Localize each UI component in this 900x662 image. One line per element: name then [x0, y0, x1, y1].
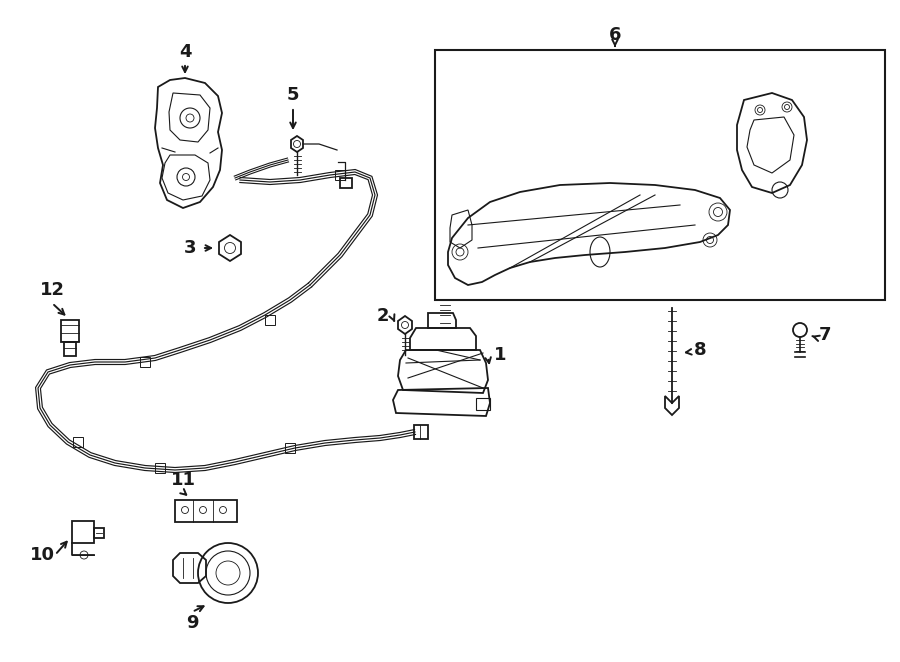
Bar	[73, 437, 83, 447]
Bar	[61, 320, 79, 342]
Text: 8: 8	[694, 341, 706, 359]
Text: 7: 7	[819, 326, 832, 344]
Bar	[64, 342, 76, 356]
Text: 6: 6	[608, 26, 621, 44]
Text: 1: 1	[494, 346, 506, 364]
Bar	[476, 398, 490, 410]
Bar	[94, 528, 104, 538]
Bar	[435, 50, 885, 300]
Text: 10: 10	[30, 546, 55, 564]
Text: 2: 2	[377, 307, 389, 325]
Text: 4: 4	[179, 43, 191, 61]
Bar	[414, 425, 428, 439]
Bar	[140, 357, 150, 367]
Bar	[155, 463, 165, 473]
Bar	[175, 500, 237, 522]
Text: 5: 5	[287, 86, 299, 104]
Bar	[72, 521, 94, 543]
Bar	[285, 443, 295, 453]
Text: 12: 12	[40, 281, 65, 299]
Bar	[340, 178, 352, 188]
Text: 3: 3	[184, 239, 196, 257]
Bar	[265, 315, 275, 325]
Bar	[335, 170, 345, 180]
Text: 9: 9	[185, 614, 198, 632]
Text: 11: 11	[170, 471, 195, 489]
